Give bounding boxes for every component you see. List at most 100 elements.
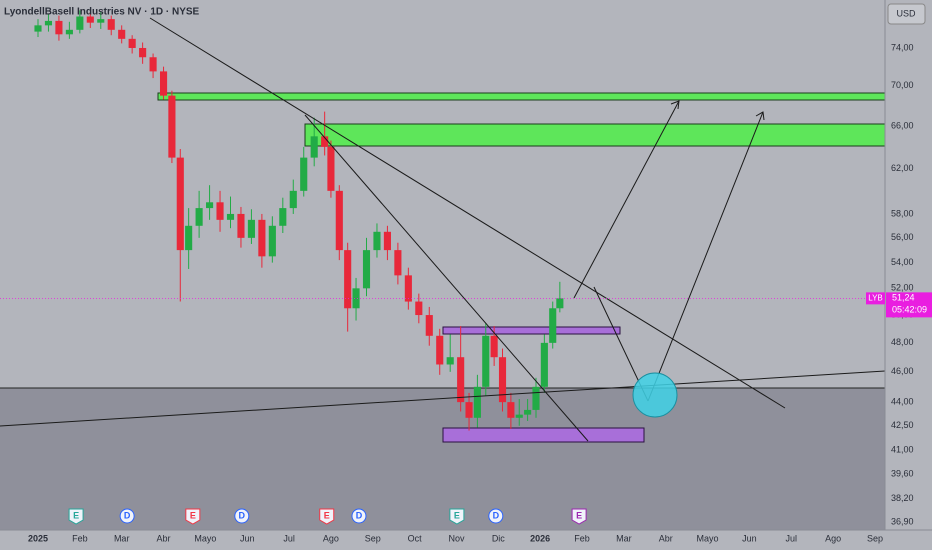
trend-line xyxy=(0,370,886,427)
candle-body xyxy=(352,288,360,309)
x-tick-label: Jun xyxy=(240,533,255,543)
candle-body xyxy=(176,157,184,251)
candle-body xyxy=(55,20,63,35)
x-tick-label: Abr xyxy=(157,533,171,543)
currency-button[interactable] xyxy=(887,3,926,25)
event-label: D xyxy=(239,510,246,520)
candle-body xyxy=(327,146,335,191)
x-tick-label: Abr xyxy=(659,533,673,543)
candle-body xyxy=(373,231,381,251)
candle-body xyxy=(394,250,402,276)
candle-body xyxy=(524,409,532,415)
trend-line xyxy=(149,17,786,409)
candle-body xyxy=(216,202,224,220)
candle-body xyxy=(268,225,276,257)
symbol-tag xyxy=(866,292,885,305)
y-tick-label: 52,00 xyxy=(891,283,914,293)
event-badge xyxy=(234,508,250,524)
event-label: E xyxy=(190,510,196,520)
symbol-label: LYB xyxy=(868,293,883,302)
countdown: 05:42:09 xyxy=(892,305,927,315)
event-label: E xyxy=(454,510,460,520)
candle-body xyxy=(436,335,444,365)
x-tick-label: Sep xyxy=(365,533,381,543)
candle-body xyxy=(507,402,515,418)
candle-body xyxy=(237,213,245,238)
candle-body xyxy=(335,190,343,251)
candle-body xyxy=(76,16,84,30)
x-tick-label: Ago xyxy=(825,533,841,543)
candle-body xyxy=(185,225,193,251)
candle-body xyxy=(139,47,147,58)
candles xyxy=(34,10,564,431)
arrow-head xyxy=(670,100,680,110)
y-tick-label: 62,00 xyxy=(891,163,914,173)
candle-body xyxy=(128,38,136,48)
x-tick-label: Dic xyxy=(492,533,505,543)
candle-body xyxy=(549,308,557,343)
price-axis xyxy=(885,0,932,550)
x-tick-label: Jun xyxy=(742,533,757,543)
candle-body xyxy=(362,250,371,289)
candle-body xyxy=(247,219,255,238)
y-tick-label: 46,00 xyxy=(891,366,914,376)
event-label: E xyxy=(576,510,582,520)
x-tick-label: Ago xyxy=(323,533,339,543)
y-tick-label: 39,60 xyxy=(891,468,914,478)
projection-arrow xyxy=(573,100,680,299)
x-tick-label: Sep xyxy=(867,533,883,543)
candle-body xyxy=(482,335,490,387)
x-tick-label: Mayo xyxy=(194,533,216,543)
y-tick-label: 56,00 xyxy=(891,232,914,242)
candle-body xyxy=(258,219,266,257)
y-tick-label: 42,50 xyxy=(891,420,914,430)
x-tick-label: 2026 xyxy=(530,533,550,543)
arrow-head xyxy=(755,111,765,121)
candle-body xyxy=(490,335,498,358)
event-label: E xyxy=(73,510,79,520)
candle-body xyxy=(415,301,423,316)
x-tick-label: Feb xyxy=(574,533,590,543)
shaded-zone xyxy=(0,388,885,530)
candle-body xyxy=(344,250,352,309)
y-tick-label: 38,20 xyxy=(891,493,914,503)
candle-body xyxy=(425,315,433,336)
event-badge xyxy=(68,508,84,525)
projection-arrow xyxy=(647,111,764,402)
candle-body xyxy=(195,208,203,226)
event-label: D xyxy=(124,510,131,520)
candle-body xyxy=(310,136,318,158)
resistance-zone xyxy=(157,92,886,101)
resistance-zone xyxy=(304,123,886,147)
event-label: E xyxy=(324,510,330,520)
candle-body xyxy=(279,208,287,226)
x-tick-label: Jul xyxy=(283,533,295,543)
candle-body xyxy=(107,19,115,30)
y-tick-label: 66,00 xyxy=(891,120,914,130)
candle-body xyxy=(149,57,157,72)
candle-body xyxy=(540,342,548,387)
drawings xyxy=(0,17,886,442)
candle-body xyxy=(206,202,214,209)
candle-body xyxy=(532,386,540,410)
candle-body xyxy=(118,29,126,39)
price-tag xyxy=(886,292,932,318)
support-zone xyxy=(442,427,645,443)
event-badge xyxy=(449,508,465,525)
currency-label[interactable]: USD xyxy=(896,8,916,18)
candle-body xyxy=(556,298,564,309)
candle-body xyxy=(159,71,168,96)
candle-body xyxy=(383,231,391,251)
event-label: D xyxy=(356,510,363,520)
y-tick-label: 70,00 xyxy=(891,80,914,90)
candle-body xyxy=(446,357,454,365)
y-tick-label: 74,00 xyxy=(891,42,914,52)
event-badge xyxy=(185,508,201,525)
candle-body xyxy=(65,29,73,35)
chart-title: LyondellBasell Industries NV · 1D · NYSE xyxy=(4,7,200,18)
x-tick-label: Mar xyxy=(616,533,632,543)
candle-body xyxy=(300,157,308,191)
y-tick-label: 41,00 xyxy=(891,445,914,455)
